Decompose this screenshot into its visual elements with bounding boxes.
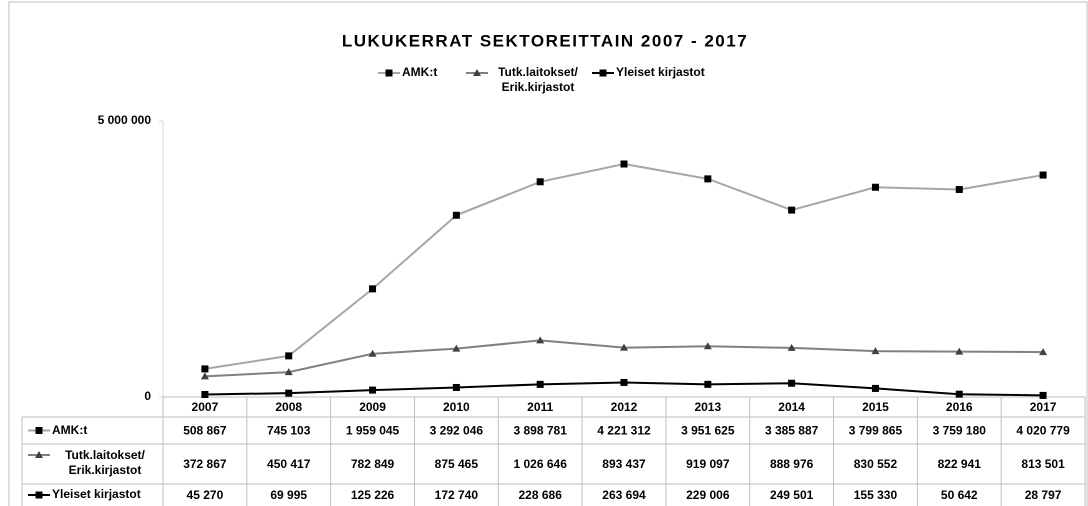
data-point [871, 183, 879, 191]
table-value: 830 552 [854, 457, 898, 471]
data-point [871, 384, 879, 392]
data-point [536, 380, 544, 388]
table-value: 69 995 [270, 488, 307, 502]
data-point [955, 185, 963, 193]
y-tick-label: 0 [144, 389, 151, 403]
x-tick-label: 2013 [694, 400, 721, 414]
table-value: 372 867 [183, 457, 227, 471]
table-value: 3 799 865 [849, 424, 903, 438]
table-value: 263 694 [602, 488, 646, 502]
row-label: Yleiset kirjastot [52, 487, 141, 501]
table-value: 3 898 781 [513, 424, 567, 438]
chart-title: LUKUKERRAT SEKTOREITTAIN 2007 - 2017 [342, 31, 748, 50]
legend-label: Tutk.laitokset/ Erik.kirjastot [498, 65, 578, 94]
table-value: 893 437 [602, 457, 646, 471]
x-tick-label: 2009 [359, 400, 386, 414]
data-point [368, 349, 377, 357]
table-legend-marker [35, 491, 43, 499]
table-value: 782 849 [351, 457, 395, 471]
table-value: 822 941 [938, 457, 982, 471]
table-value: 813 501 [1021, 457, 1065, 471]
table-value: 50 642 [941, 488, 978, 502]
series-line [204, 162, 1044, 370]
data-point [955, 347, 964, 355]
table-value: 229 006 [686, 488, 730, 502]
table-value: 1 026 646 [513, 457, 567, 471]
data-point [201, 365, 209, 373]
table-value: 450 417 [267, 457, 311, 471]
table-value: 888 976 [770, 457, 814, 471]
chart-border [8, 1, 1088, 506]
table-value: 745 103 [267, 424, 311, 438]
data-point [620, 160, 628, 168]
data-point [1039, 391, 1047, 399]
data-point [787, 343, 796, 351]
legend-label: AMK:t [402, 65, 438, 79]
table-legend-marker [35, 427, 43, 434]
table-value: 508 867 [183, 424, 227, 438]
data-point [704, 380, 712, 388]
data-point [536, 178, 544, 186]
table-value: 919 097 [686, 457, 730, 471]
table-value: 3 292 046 [430, 424, 484, 438]
table-value: 875 465 [435, 457, 479, 471]
data-point [452, 344, 461, 352]
x-tick-label: 2007 [192, 400, 219, 414]
data-point [620, 378, 628, 386]
legend-label: Yleiset kirjastot [616, 65, 705, 79]
y-tick-label: 5 000 000 [98, 113, 152, 127]
table-value: 249 501 [770, 488, 814, 502]
x-tick-label: 2008 [275, 400, 302, 414]
data-point [871, 347, 880, 355]
data-point [620, 343, 628, 351]
legend-marker [599, 69, 607, 77]
row-label: Tutk.laitokset/ Erik.kirjastot [65, 448, 145, 477]
data-point [285, 389, 293, 397]
x-tick-label: 2016 [946, 400, 973, 414]
table-value: 3 385 887 [765, 424, 819, 438]
data-point [201, 391, 209, 399]
data-point [788, 379, 796, 387]
row-label: AMK:t [52, 422, 88, 437]
x-tick-label: 2014 [778, 400, 805, 414]
legend-marker [385, 69, 393, 77]
x-tick-label: 2012 [611, 400, 638, 414]
data-point [200, 372, 209, 380]
data-point [704, 175, 712, 183]
table-value: 155 330 [854, 488, 898, 502]
data-point [452, 383, 460, 391]
data-point [452, 211, 460, 219]
table-value: 172 740 [435, 488, 479, 502]
table-value: 125 226 [351, 488, 395, 502]
table-value: 4 020 779 [1016, 424, 1070, 438]
table-value: 28 797 [1025, 488, 1062, 502]
data-point [1039, 171, 1047, 179]
table-value: 1 959 045 [346, 424, 400, 438]
data-point [1039, 348, 1048, 356]
table-value: 4 221 312 [597, 424, 651, 438]
x-tick-label: 2011 [527, 400, 553, 414]
x-tick-label: 2010 [443, 400, 470, 414]
data-point [284, 368, 293, 376]
table-value: 45 270 [187, 488, 224, 502]
data-point [285, 352, 293, 360]
x-tick-label: 2015 [862, 400, 889, 414]
legend-marker [473, 69, 481, 76]
data-point [536, 336, 545, 344]
data-point [955, 390, 963, 398]
data-point [369, 285, 377, 293]
data-point [703, 342, 712, 350]
table-value: 228 686 [518, 488, 562, 502]
table-value: 3 759 180 [933, 424, 987, 438]
data-point [788, 206, 796, 214]
data-point [369, 386, 377, 394]
table-value: 3 951 625 [681, 424, 735, 438]
table-legend-marker [35, 451, 43, 458]
x-tick-label: 2017 [1030, 400, 1057, 414]
